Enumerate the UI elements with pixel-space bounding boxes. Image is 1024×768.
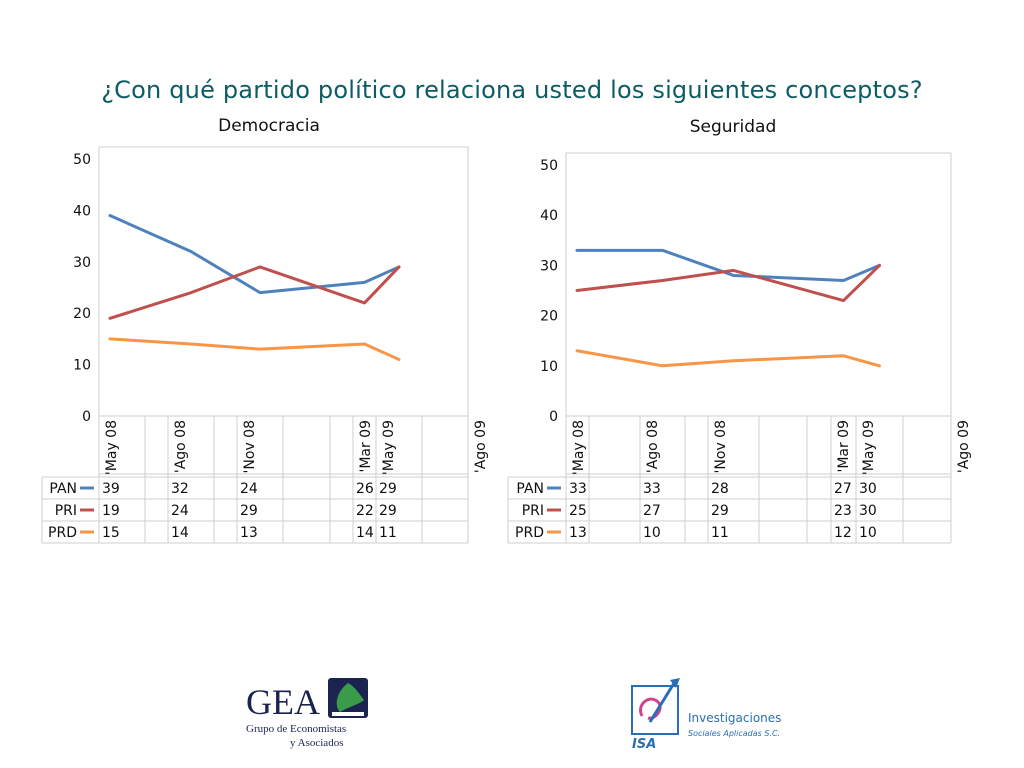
- x-tick-label: 'May 09: [381, 420, 397, 475]
- y-tick-label: 0: [82, 409, 91, 425]
- x-tick-label: 'Nov 08: [242, 420, 258, 473]
- data-label: 29: [711, 503, 729, 519]
- isa-logo: ISA Investigaciones Sociales Aplicadas S…: [631, 678, 781, 752]
- x-tick-label: 'Mar 09: [836, 420, 852, 473]
- x-tick-label: 'Nov 08: [713, 420, 729, 473]
- y-tick-label: 50: [73, 152, 91, 168]
- x-tick-label: 'Ago 08: [173, 420, 189, 473]
- legend-label-prd: PRD: [515, 525, 544, 541]
- data-label: 14: [171, 525, 189, 541]
- chart-title-seguridad: Seguridad: [689, 117, 777, 137]
- data-label: 39: [102, 481, 120, 497]
- data-label: 27: [643, 503, 661, 519]
- legend-label-pan: PAN: [516, 481, 544, 497]
- data-label: 10: [859, 525, 877, 541]
- data-label: 10: [643, 525, 661, 541]
- data-label: 33: [569, 481, 587, 497]
- data-label: 22: [356, 503, 374, 519]
- data-label: 29: [379, 503, 397, 519]
- series-line-pan: [575, 248, 881, 282]
- series-line-prd: [575, 349, 881, 368]
- series-line-prd: [108, 337, 401, 361]
- isa-logo-line1: Investigaciones: [688, 711, 781, 725]
- isa-logo-line2: Sociales Aplicadas S.C.: [688, 729, 780, 738]
- page-title: ¿Con qué partido político relaciona uste…: [101, 76, 923, 104]
- chart-title-democracia: Democracia: [218, 116, 320, 136]
- data-label: 24: [171, 503, 189, 519]
- x-tick-label: 'May 09: [861, 420, 877, 475]
- gea-logo-leaf: [336, 683, 364, 712]
- data-label: 15: [102, 525, 120, 541]
- legend-label-pri: PRI: [522, 503, 544, 519]
- data-label: 13: [569, 525, 587, 541]
- data-label: 27: [834, 481, 852, 497]
- x-tick-label: 'Ago 08: [645, 420, 661, 473]
- data-label: 12: [834, 525, 852, 541]
- data-label: 33: [643, 481, 661, 497]
- legend-label-prd: PRD: [48, 525, 77, 541]
- x-tick-label: 'Mar 09: [358, 420, 374, 473]
- data-label: 14: [356, 525, 374, 541]
- x-tick-label: 'May 08: [571, 420, 587, 475]
- data-label: 32: [171, 481, 189, 497]
- data-label: 30: [859, 481, 877, 497]
- legend-label-pan: PAN: [49, 481, 77, 497]
- y-tick-label: 40: [540, 208, 558, 224]
- y-tick-label: 30: [73, 255, 91, 271]
- data-label: 19: [102, 503, 120, 519]
- data-label: 29: [379, 481, 397, 497]
- gea-logo-mark: GEA: [246, 682, 320, 722]
- x-tick-label: 'Ago 09: [956, 420, 972, 473]
- y-tick-label: 30: [540, 258, 558, 274]
- series-line-pri: [108, 265, 401, 320]
- gea-logo-line2: y Asociados: [290, 737, 343, 749]
- data-label: 26: [356, 481, 374, 497]
- data-label: 25: [569, 503, 587, 519]
- data-label: 28: [711, 481, 729, 497]
- series-line-pan: [108, 214, 401, 295]
- x-tick-label: 'Ago 09: [473, 420, 489, 473]
- y-tick-label: 10: [540, 359, 558, 375]
- y-tick-label: 50: [540, 158, 558, 174]
- series-line-pri: [575, 263, 881, 303]
- y-tick-label: 10: [73, 358, 91, 374]
- gea-logo-line1: Grupo de Economistas: [246, 723, 346, 735]
- data-label: 23: [834, 503, 852, 519]
- isa-logo-mark: ISA: [632, 737, 656, 752]
- isa-logo-frame: [631, 685, 679, 735]
- y-tick-label: 20: [540, 309, 558, 325]
- data-label: 24: [240, 481, 258, 497]
- y-tick-label: 20: [73, 306, 91, 322]
- data-label: 11: [711, 525, 729, 541]
- legend-label-pri: PRI: [55, 503, 77, 519]
- x-tick-label: 'May 08: [104, 420, 120, 475]
- data-label: 11: [379, 525, 397, 541]
- y-tick-label: 40: [73, 203, 91, 219]
- data-label: 13: [240, 525, 258, 541]
- data-label: 29: [240, 503, 258, 519]
- data-label: 30: [859, 503, 877, 519]
- y-tick-label: 0: [549, 409, 558, 425]
- gea-logo: GEA Grupo de Economistas y Asociados: [246, 678, 368, 749]
